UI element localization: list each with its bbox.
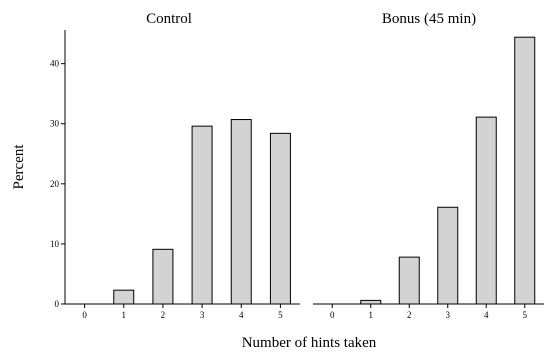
bar-1 [360, 299, 382, 305]
x-tick-label: 2 [161, 310, 166, 320]
bar-3 [191, 125, 213, 305]
x-tick-label: 1 [369, 310, 374, 320]
x-tick-label: 0 [82, 310, 87, 320]
x-tick-label: 5 [278, 310, 283, 320]
y-tick-label: 20 [50, 179, 60, 189]
bar-3 [437, 206, 459, 305]
y-tick-label: 0 [55, 299, 60, 309]
bar-5 [269, 132, 291, 305]
panel-1: 0 1 2 3 4 5 [313, 36, 544, 320]
x-tick-label: 1 [122, 310, 127, 320]
bar-4 [475, 116, 497, 305]
y-tick-label: 40 [50, 59, 60, 69]
x-tick-label: 4 [484, 310, 489, 320]
x-tick-label: 0 [330, 310, 335, 320]
bar-2 [152, 248, 174, 305]
bar-2 [398, 256, 420, 305]
panel-title-control: Control [146, 11, 192, 27]
x-tick-label: 4 [239, 310, 244, 320]
y-tick-label: 10 [50, 239, 60, 249]
panel-0: 0 10 20 30 40 0 1 2 3 4 5 [50, 30, 300, 320]
bar-1 [113, 289, 135, 305]
panels: 0 10 20 30 40 0 1 2 3 4 5 0 1 2 3 4 5 [50, 30, 544, 320]
x-tick-label: 2 [407, 310, 412, 320]
bar-5 [514, 36, 536, 305]
x-tick-label: 3 [200, 310, 205, 320]
y-axis-title: Percent [11, 144, 27, 190]
x-tick-label: 5 [523, 310, 528, 320]
x-axis-title: Number of hints taken [242, 335, 377, 351]
x-tick-label: 3 [446, 310, 451, 320]
bar-4 [230, 119, 252, 305]
y-tick-label: 30 [50, 119, 60, 129]
panel-title-bonus: Bonus (45 min) [382, 11, 476, 27]
